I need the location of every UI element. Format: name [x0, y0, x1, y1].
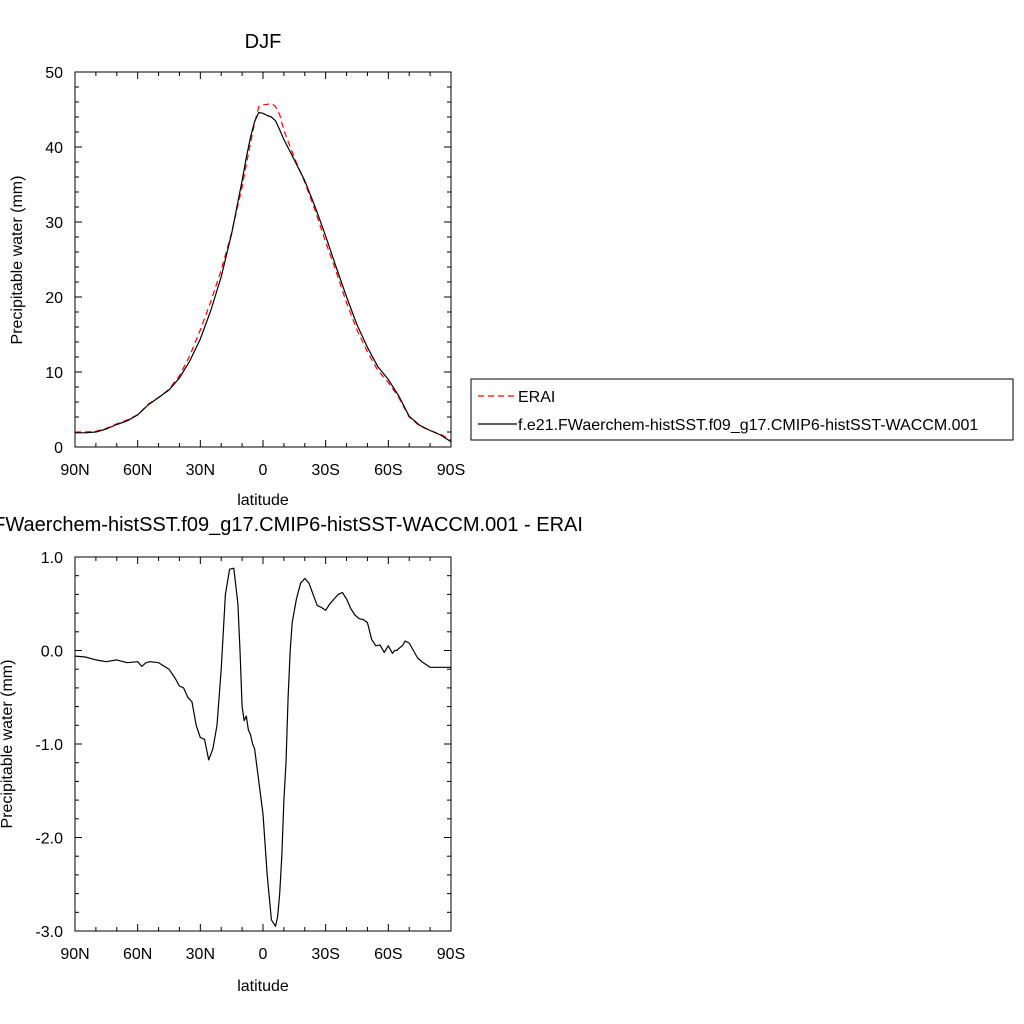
legend-label-erai: ERAI — [518, 389, 555, 406]
x-axis-title: latitude — [237, 492, 289, 509]
x-tick-label: 30S — [311, 462, 339, 479]
x-tick-label: 60N — [123, 946, 152, 963]
x-tick-label: 30S — [311, 946, 339, 963]
x-tick-label: 60N — [123, 462, 152, 479]
tick-marks — [74, 71, 452, 448]
series-layer — [75, 102, 452, 443]
y-tick-label: -1.0 — [35, 737, 63, 754]
panel-bottom: f.e21.FWaerchem-histSST.f09_g17.CMIP6-hi… — [0, 514, 583, 995]
x-tick-label: 30N — [186, 462, 215, 479]
tick-labels: 90N 60N 30N 0 30S 60S 90S 0 10 20 30 40 50 — [45, 65, 465, 479]
x-tick-label: 0 — [259, 946, 268, 963]
y-axis-title: Precipitable water (mm) — [9, 176, 26, 345]
series-line-model — [74, 567, 451, 927]
x-tick-label: 90S — [437, 946, 465, 963]
x-tick-label: 90S — [437, 462, 465, 479]
legend: ERAI f.e21.FWaerchem-histSST.f09_g17.CMI… — [470, 378, 1014, 441]
legend-box — [470, 378, 1014, 441]
y-tick-label: 30 — [45, 215, 63, 232]
x-tick-label: 90N — [60, 462, 89, 479]
x-tick-label: 60S — [374, 946, 402, 963]
y-tick-label: 0 — [54, 440, 63, 457]
x-tick-label: 30N — [186, 946, 215, 963]
panel-top: DJF 90N 60N 30N 0 30S 60S 90S 0 10 20 30 40 50 latit… — [9, 31, 465, 509]
tick-labels: 90N 60N 30N 0 30S 60S 90S -3.0 -2.0 -1.0 0.0 1.0 — [35, 550, 465, 963]
plot-frame — [74, 556, 452, 932]
x-axis-title: latitude — [237, 978, 289, 995]
x-tick-label: 60S — [374, 462, 402, 479]
y-axis-title: Precipitable water (mm) — [0, 660, 16, 829]
tick-marks — [74, 556, 452, 932]
y-tick-label: -2.0 — [35, 831, 63, 848]
series-line-model — [75, 111, 452, 443]
chart-title: DJF — [245, 31, 282, 53]
y-tick-label: 40 — [45, 140, 63, 157]
y-tick-label: -3.0 — [35, 924, 63, 941]
y-tick-label: 1.0 — [41, 550, 63, 567]
chart-title: f.e21.FWaerchem-histSST.f09_g17.CMIP6-hi… — [0, 514, 583, 536]
y-tick-label: 20 — [45, 290, 63, 307]
y-tick-label: 0.0 — [41, 644, 63, 661]
x-tick-label: 0 — [259, 462, 268, 479]
y-tick-label: 50 — [45, 65, 63, 82]
y-tick-label: 10 — [45, 365, 63, 382]
legend-label-model: f.e21.FWaerchem-histSST.f09_g17.CMIP6-hi… — [518, 417, 978, 434]
series-layer — [74, 567, 451, 927]
x-tick-label: 90N — [60, 946, 89, 963]
